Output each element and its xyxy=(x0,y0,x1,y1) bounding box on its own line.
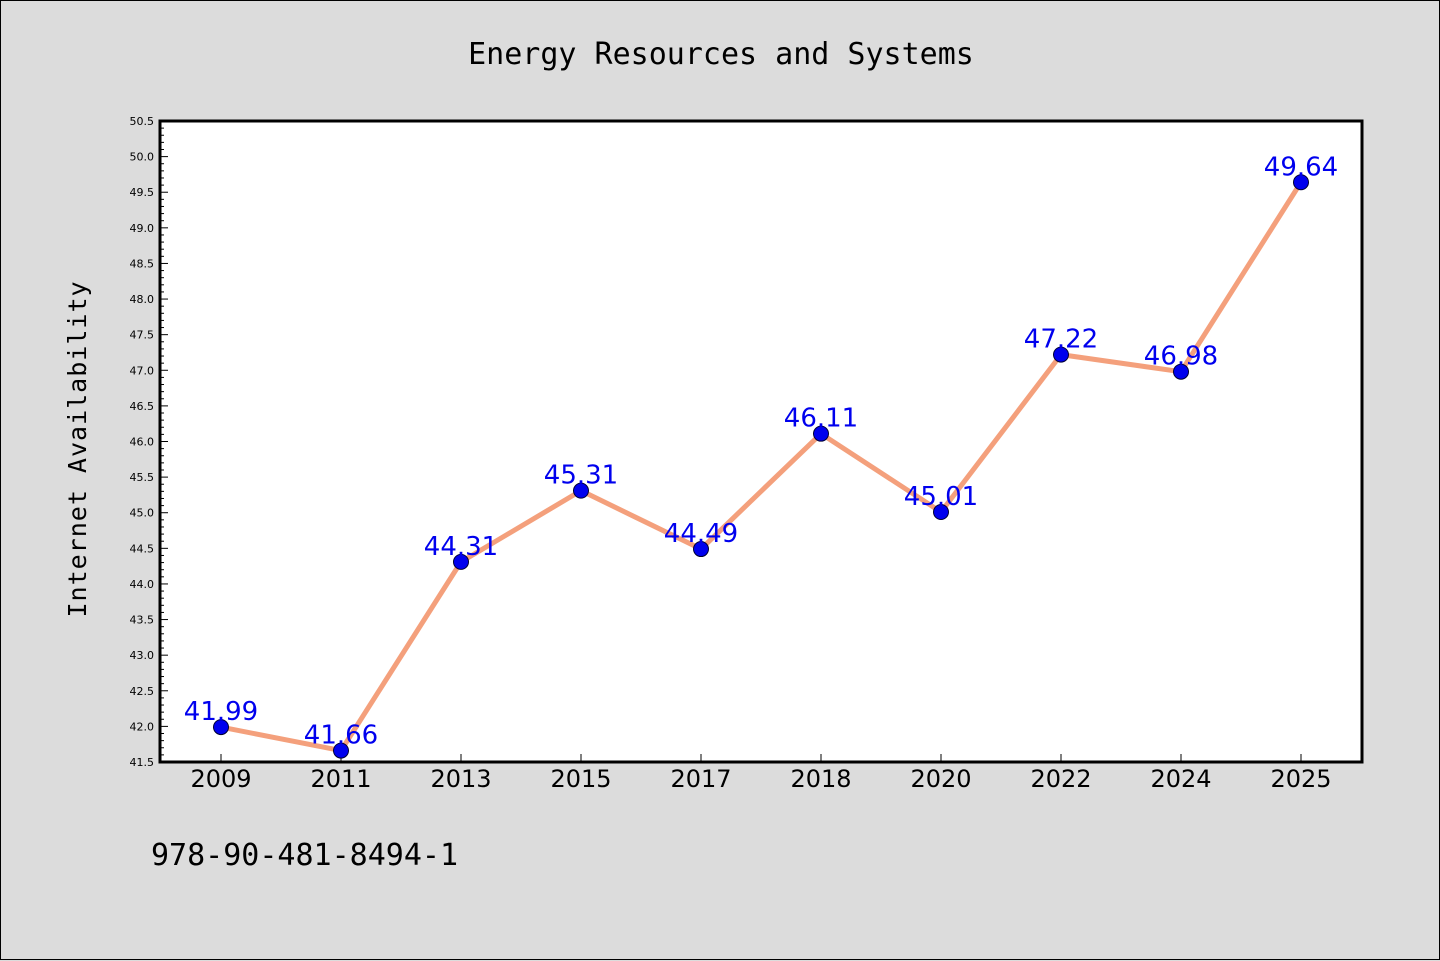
y-tick-label: 43.5 xyxy=(130,614,155,627)
x-axis: 2009 2011 2013 2015 2017 2018 2020 2022 2024 2025 xyxy=(190,754,1332,793)
data-point-label: 41.99 xyxy=(184,697,258,727)
y-axis-label: Internet Availability xyxy=(63,280,92,617)
y-tick-label: 49.0 xyxy=(130,222,155,235)
y-tick-label: 42.0 xyxy=(130,720,155,733)
y-axis: 41.5 42.0 42.5 43.0 43.5 44.0 44.5 45.0 45.5 46.0… xyxy=(130,115,168,769)
y-tick-label: 46.5 xyxy=(130,400,155,413)
data-point-marker xyxy=(213,719,229,736)
data-point-label: 45.31 xyxy=(544,461,618,491)
series-markers-group xyxy=(213,174,1309,759)
data-point-marker xyxy=(693,541,709,558)
data-point-marker xyxy=(813,425,829,442)
x-tick-label: 2011 xyxy=(310,765,371,793)
x-tick-label: 2017 xyxy=(670,765,731,793)
x-tick-label: 2024 xyxy=(1150,765,1211,793)
plot-area xyxy=(158,119,1364,764)
data-labels-group: 41.99 41.66 44.31 45.31 44.49 46.11 45.01 47.22… xyxy=(184,152,1338,750)
data-point-marker xyxy=(1053,346,1069,363)
y-tick-label: 45.5 xyxy=(130,471,155,484)
chart-title: Energy Resources and Systems xyxy=(468,37,974,72)
x-tick-label: 2009 xyxy=(190,765,251,793)
data-point-marker xyxy=(933,504,949,521)
x-tick-label: 2013 xyxy=(430,765,491,793)
data-point-label: 46.98 xyxy=(1144,342,1218,372)
data-point-marker xyxy=(1173,363,1189,380)
data-point-label: 46.11 xyxy=(784,404,858,434)
y-tick-label: 50.5 xyxy=(130,115,155,128)
data-point-label: 47.22 xyxy=(1024,325,1098,355)
y-tick-label: 44.5 xyxy=(130,542,155,555)
data-point-marker xyxy=(453,553,469,570)
x-tick-label: 2022 xyxy=(1030,765,1091,793)
y-tick-label: 45.0 xyxy=(130,507,155,520)
y-tick-label: 48.5 xyxy=(130,257,155,270)
y-tick-label: 47.0 xyxy=(130,364,155,377)
y-tick-label: 48.0 xyxy=(130,293,155,306)
y-tick-label: 46.0 xyxy=(130,436,155,449)
y-tick-label: 43.0 xyxy=(130,649,155,662)
y-tick-label: 44.0 xyxy=(130,578,155,591)
y-tick-label: 47.5 xyxy=(130,329,155,342)
y-tick-label: 50.0 xyxy=(130,151,155,164)
x-tick-label: 2015 xyxy=(550,765,611,793)
series-line-group xyxy=(218,179,1304,754)
data-point-marker xyxy=(1293,174,1309,191)
data-point-marker xyxy=(333,742,349,759)
data-point-label: 45.01 xyxy=(904,482,978,512)
data-point-label: 44.31 xyxy=(424,532,498,562)
data-point-label: 49.64 xyxy=(1264,152,1338,182)
data-point-label: 44.49 xyxy=(664,519,738,549)
x-tick-label: 2018 xyxy=(790,765,851,793)
footer-code: 978-90-481-8494-1 xyxy=(151,838,458,873)
x-tick-label: 2025 xyxy=(1270,765,1331,793)
y-tick-label: 42.5 xyxy=(130,685,155,698)
y-tick-label: 41.5 xyxy=(130,756,155,769)
data-point-marker xyxy=(573,482,589,499)
y-tick-label: 49.5 xyxy=(130,186,155,199)
series-line xyxy=(218,179,1304,754)
data-point-label: 41.66 xyxy=(304,721,378,751)
x-tick-label: 2020 xyxy=(910,765,971,793)
